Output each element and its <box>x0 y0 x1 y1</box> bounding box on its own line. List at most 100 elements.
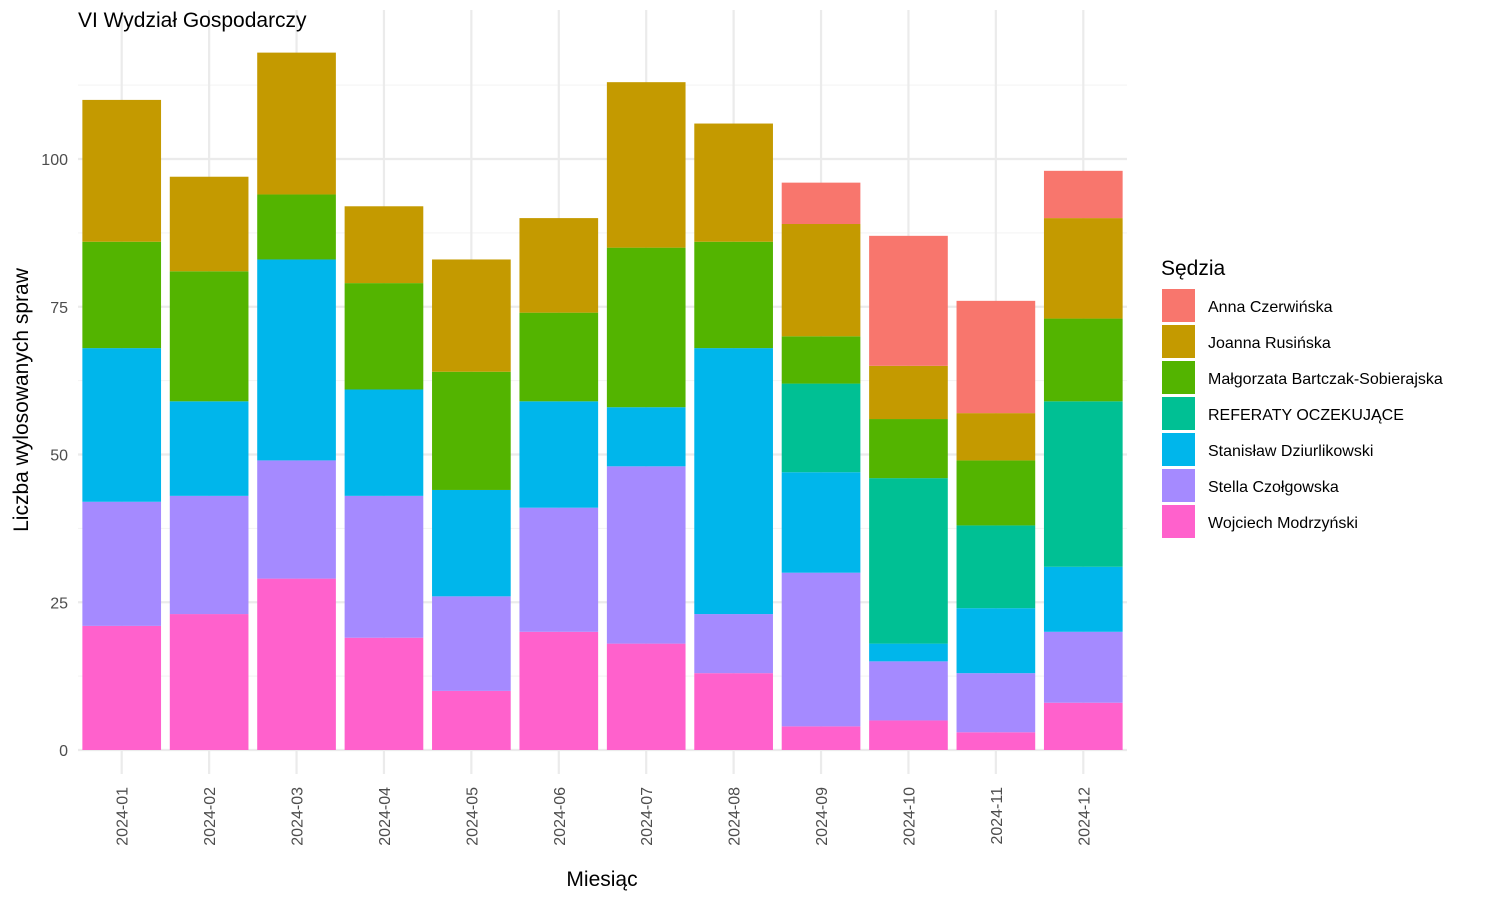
bar-segment <box>781 336 861 384</box>
x-axis-ticks: 2024-01 2024-02 2024-03 2024-04 2024-05 2024-… <box>115 787 1094 846</box>
bar-segment <box>1043 170 1123 219</box>
bar-segment <box>432 259 511 372</box>
legend-items: Anna Czerwińska Joanna Rusińska Małgorzata… <box>1162 289 1443 538</box>
y-tick-label: 100 <box>41 152 68 169</box>
bar-segment <box>432 489 511 597</box>
chart-title: VI Wydział Gospodarczy <box>78 9 307 32</box>
bar-segment <box>781 383 861 473</box>
legend-label: Joanna Rusińska <box>1208 335 1331 352</box>
bar-segment <box>956 300 1036 414</box>
bar-segment <box>519 507 599 632</box>
bar-segment <box>519 312 599 402</box>
x-tick-label: 2024-07 <box>639 787 656 846</box>
legend-swatch <box>1162 433 1195 466</box>
x-axis-title: Miesiąc <box>566 868 637 891</box>
bar-segment <box>169 614 249 750</box>
bar-segment <box>781 726 861 750</box>
bar-segment <box>694 348 773 615</box>
bar-segment <box>1043 218 1123 319</box>
bar-segment <box>519 218 599 313</box>
bar-segment <box>956 413 1036 461</box>
y-tick-label: 75 <box>50 300 68 317</box>
bar-segment <box>519 631 599 750</box>
legend-title: Sędzia <box>1161 257 1226 280</box>
bar-segment <box>82 501 162 626</box>
bar-segment <box>82 348 162 502</box>
bar-segment <box>169 176 249 272</box>
y-tick-label: 0 <box>59 743 68 760</box>
bar-segment <box>82 241 162 349</box>
bar-segment <box>1043 566 1123 632</box>
legend-label: Anna Czerwińska <box>1208 299 1333 316</box>
x-tick-label: 2024-06 <box>552 787 569 846</box>
y-tick-label: 25 <box>50 595 68 612</box>
bar-segment <box>82 625 162 750</box>
bar-segment <box>781 472 861 573</box>
x-tick-label: 2024-12 <box>1076 787 1093 846</box>
y-axis-ticks: 0 25 50 75 100 <box>41 152 68 760</box>
bar-segment <box>1043 401 1123 567</box>
bar-segment <box>781 572 861 727</box>
bar-segment <box>869 643 948 662</box>
bar-segment <box>606 407 686 467</box>
bar-segment <box>869 661 948 721</box>
bar-segment <box>869 419 948 479</box>
bar-segment <box>956 525 1036 609</box>
legend-swatch <box>1162 469 1195 502</box>
bar-segment <box>344 206 424 284</box>
bar-segment <box>781 182 861 225</box>
y-axis-title: Liczba wylosowanych spraw <box>10 267 33 532</box>
bar-segment <box>781 224 861 337</box>
bar-segment <box>694 614 773 674</box>
bar-segment <box>606 247 686 408</box>
legend-swatch <box>1162 289 1195 322</box>
legend-swatch <box>1162 505 1195 538</box>
bar-segment <box>1043 631 1123 703</box>
bar-segment <box>606 643 686 750</box>
bar-segment <box>257 194 336 260</box>
bar-segment <box>344 637 424 750</box>
x-tick-label: 2024-08 <box>727 787 744 846</box>
bar-segment <box>169 271 249 402</box>
bar-segment <box>344 389 424 496</box>
legend: Sędzia Anna Czerwińska Joanna Rusińska Mał… <box>1161 257 1443 538</box>
legend-label: REFERATY OCZEKUJĄCE <box>1208 407 1404 424</box>
bar-segment <box>257 259 336 461</box>
bar-segment <box>956 460 1036 526</box>
legend-label: Małgorzata Bartczak-Sobierajska <box>1208 371 1443 388</box>
legend-swatch <box>1162 361 1195 394</box>
legend-label: Stella Czołgowska <box>1208 479 1339 496</box>
x-tick-label: 2024-02 <box>202 787 219 846</box>
legend-swatch <box>1162 325 1195 358</box>
bars <box>82 52 1123 750</box>
bar-segment <box>694 673 773 750</box>
bar-segment <box>1043 318 1123 402</box>
bar-segment <box>344 283 424 390</box>
bar-segment <box>869 720 948 750</box>
bar-segment <box>169 495 249 615</box>
bar-segment <box>956 608 1036 674</box>
bar-segment <box>606 466 686 644</box>
x-tick-label: 2024-11 <box>989 787 1006 845</box>
x-tick-label: 2024-09 <box>814 787 831 846</box>
bar-segment <box>257 578 336 750</box>
bar-segment <box>82 99 162 242</box>
x-tick-label: 2024-10 <box>901 787 918 846</box>
bar-segment <box>1043 702 1123 750</box>
bar-segment <box>694 123 773 242</box>
bar-segment <box>869 235 948 366</box>
bar-segment <box>869 478 948 644</box>
x-tick-label: 2024-01 <box>115 787 132 846</box>
legend-label: Stanisław Dziurlikowski <box>1208 443 1373 460</box>
legend-swatch <box>1162 397 1195 430</box>
bar-segment <box>432 690 511 750</box>
bar-segment <box>956 732 1036 750</box>
bar-segment <box>169 401 249 496</box>
bar-segment <box>344 495 424 638</box>
bar-segment <box>694 241 773 349</box>
bar-segment <box>432 596 511 691</box>
x-tick-label: 2024-03 <box>290 787 307 846</box>
x-tick-label: 2024-04 <box>377 787 394 846</box>
legend-label: Wojciech Modrzyński <box>1208 515 1358 532</box>
